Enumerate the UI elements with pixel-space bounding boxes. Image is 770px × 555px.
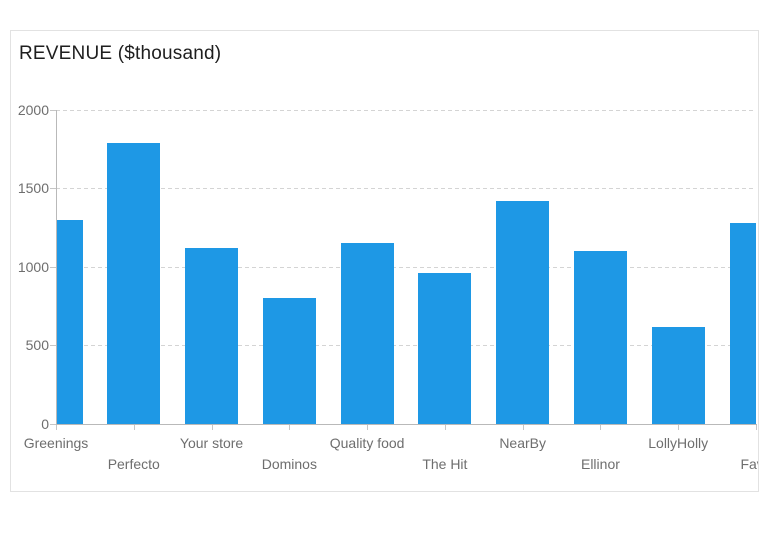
chart-title: REVENUE ($thousand) [19,43,222,64]
y-axis-label-1500: 1500 [17,180,49,196]
bar-the-hit[interactable] [418,273,472,424]
x-axis-label-lollyholly: LollyHolly [648,435,709,451]
y-axis-tick-1500 [50,188,56,189]
x-axis-label-ellinor: Ellinor [580,456,620,472]
plot-area [56,110,756,424]
x-axis-baseline [56,424,757,425]
x-axis-label-greenings: Greenings [23,435,89,451]
x-axis-tick-favo [756,425,757,430]
x-axis-label-your-store: Your store [179,435,244,451]
x-axis-label-dominos: Dominos [261,456,317,472]
y-axis-tick-1000 [50,267,56,268]
gridline-1000 [56,267,756,268]
y-axis-tick-2000 [50,110,56,111]
bar-dominos[interactable] [262,298,316,424]
y-axis-line [56,110,57,425]
gridline-1500 [56,188,756,189]
x-axis-tick-dominos [289,425,290,430]
x-axis-tick-ellinor [600,425,601,430]
chart-card: REVENUE ($thousand) 0 500 1000 1500 2000 Gree… [10,30,759,492]
bar-nearby[interactable] [496,201,550,424]
y-axis-tick-0 [50,424,56,425]
x-axis-tick-lollyholly [678,425,679,430]
x-axis-tick-nearby [523,425,524,430]
x-axis-label-quality-food: Quality food [329,435,405,451]
y-axis-label-500: 500 [25,337,49,353]
bar-quality-food[interactable] [340,243,394,424]
y-axis-label-0: 0 [41,416,49,432]
y-axis-label-1000: 1000 [17,259,49,275]
x-axis-label-nearby: NearBy [499,435,546,451]
x-axis-tick-your-store [212,425,213,430]
x-axis-label-perfecto: Perfecto [107,456,160,472]
y-axis-tick-500 [50,345,56,346]
bar-ellinor[interactable] [573,251,627,424]
bar-your-store[interactable] [185,248,239,424]
x-axis-label-the-hit: The Hit [422,456,468,472]
bar-perfecto[interactable] [107,143,161,424]
x-axis-tick-the-hit [445,425,446,430]
y-axis-label-2000: 2000 [17,102,49,118]
gridline-2000 [56,110,756,111]
x-axis-tick-quality-food [367,425,368,430]
x-axis-tick-perfecto [134,425,135,430]
gridline-500 [56,345,756,346]
bar-lollyholly[interactable] [651,327,705,424]
bar-greenings[interactable] [56,220,83,424]
bar-favo[interactable] [729,223,756,424]
x-axis-label-favo: Favo [740,456,758,472]
x-axis-tick-greenings [56,425,57,430]
